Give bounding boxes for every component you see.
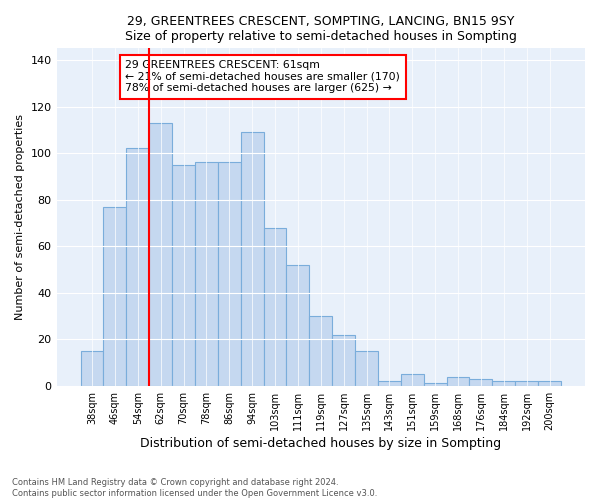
Bar [218, 162, 241, 386]
Bar [310, 316, 332, 386]
Bar [378, 381, 401, 386]
Text: Contains HM Land Registry data © Crown copyright and database right 2024.
Contai: Contains HM Land Registry data © Crown c… [12, 478, 377, 498]
Y-axis label: Number of semi-detached properties: Number of semi-detached properties [15, 114, 25, 320]
Bar [469, 379, 493, 386]
Title: 29, GREENTREES CRESCENT, SOMPTING, LANCING, BN15 9SY
Size of property relative t: 29, GREENTREES CRESCENT, SOMPTING, LANCI… [125, 15, 517, 43]
Bar [424, 384, 446, 386]
Bar [538, 381, 561, 386]
Bar [172, 164, 195, 386]
Bar [332, 334, 355, 386]
Bar [103, 206, 127, 386]
Bar [149, 123, 172, 386]
Bar [493, 381, 515, 386]
Bar [446, 376, 469, 386]
Bar [401, 374, 424, 386]
Text: 29 GREENTREES CRESCENT: 61sqm
← 21% of semi-detached houses are smaller (170)
78: 29 GREENTREES CRESCENT: 61sqm ← 21% of s… [125, 60, 400, 94]
Bar [80, 351, 103, 386]
Bar [263, 228, 286, 386]
Bar [515, 381, 538, 386]
Bar [195, 162, 218, 386]
Bar [355, 351, 378, 386]
Bar [241, 132, 263, 386]
Bar [286, 265, 310, 386]
X-axis label: Distribution of semi-detached houses by size in Sompting: Distribution of semi-detached houses by … [140, 437, 502, 450]
Bar [127, 148, 149, 386]
